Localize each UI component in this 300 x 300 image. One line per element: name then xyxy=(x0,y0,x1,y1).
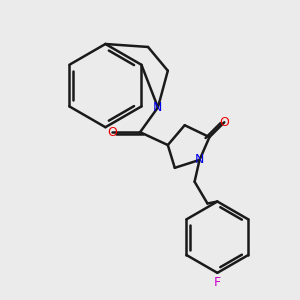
Text: N: N xyxy=(153,101,163,114)
Text: O: O xyxy=(219,116,229,129)
Text: O: O xyxy=(107,126,117,139)
Text: N: N xyxy=(195,153,204,167)
Text: F: F xyxy=(214,276,221,289)
